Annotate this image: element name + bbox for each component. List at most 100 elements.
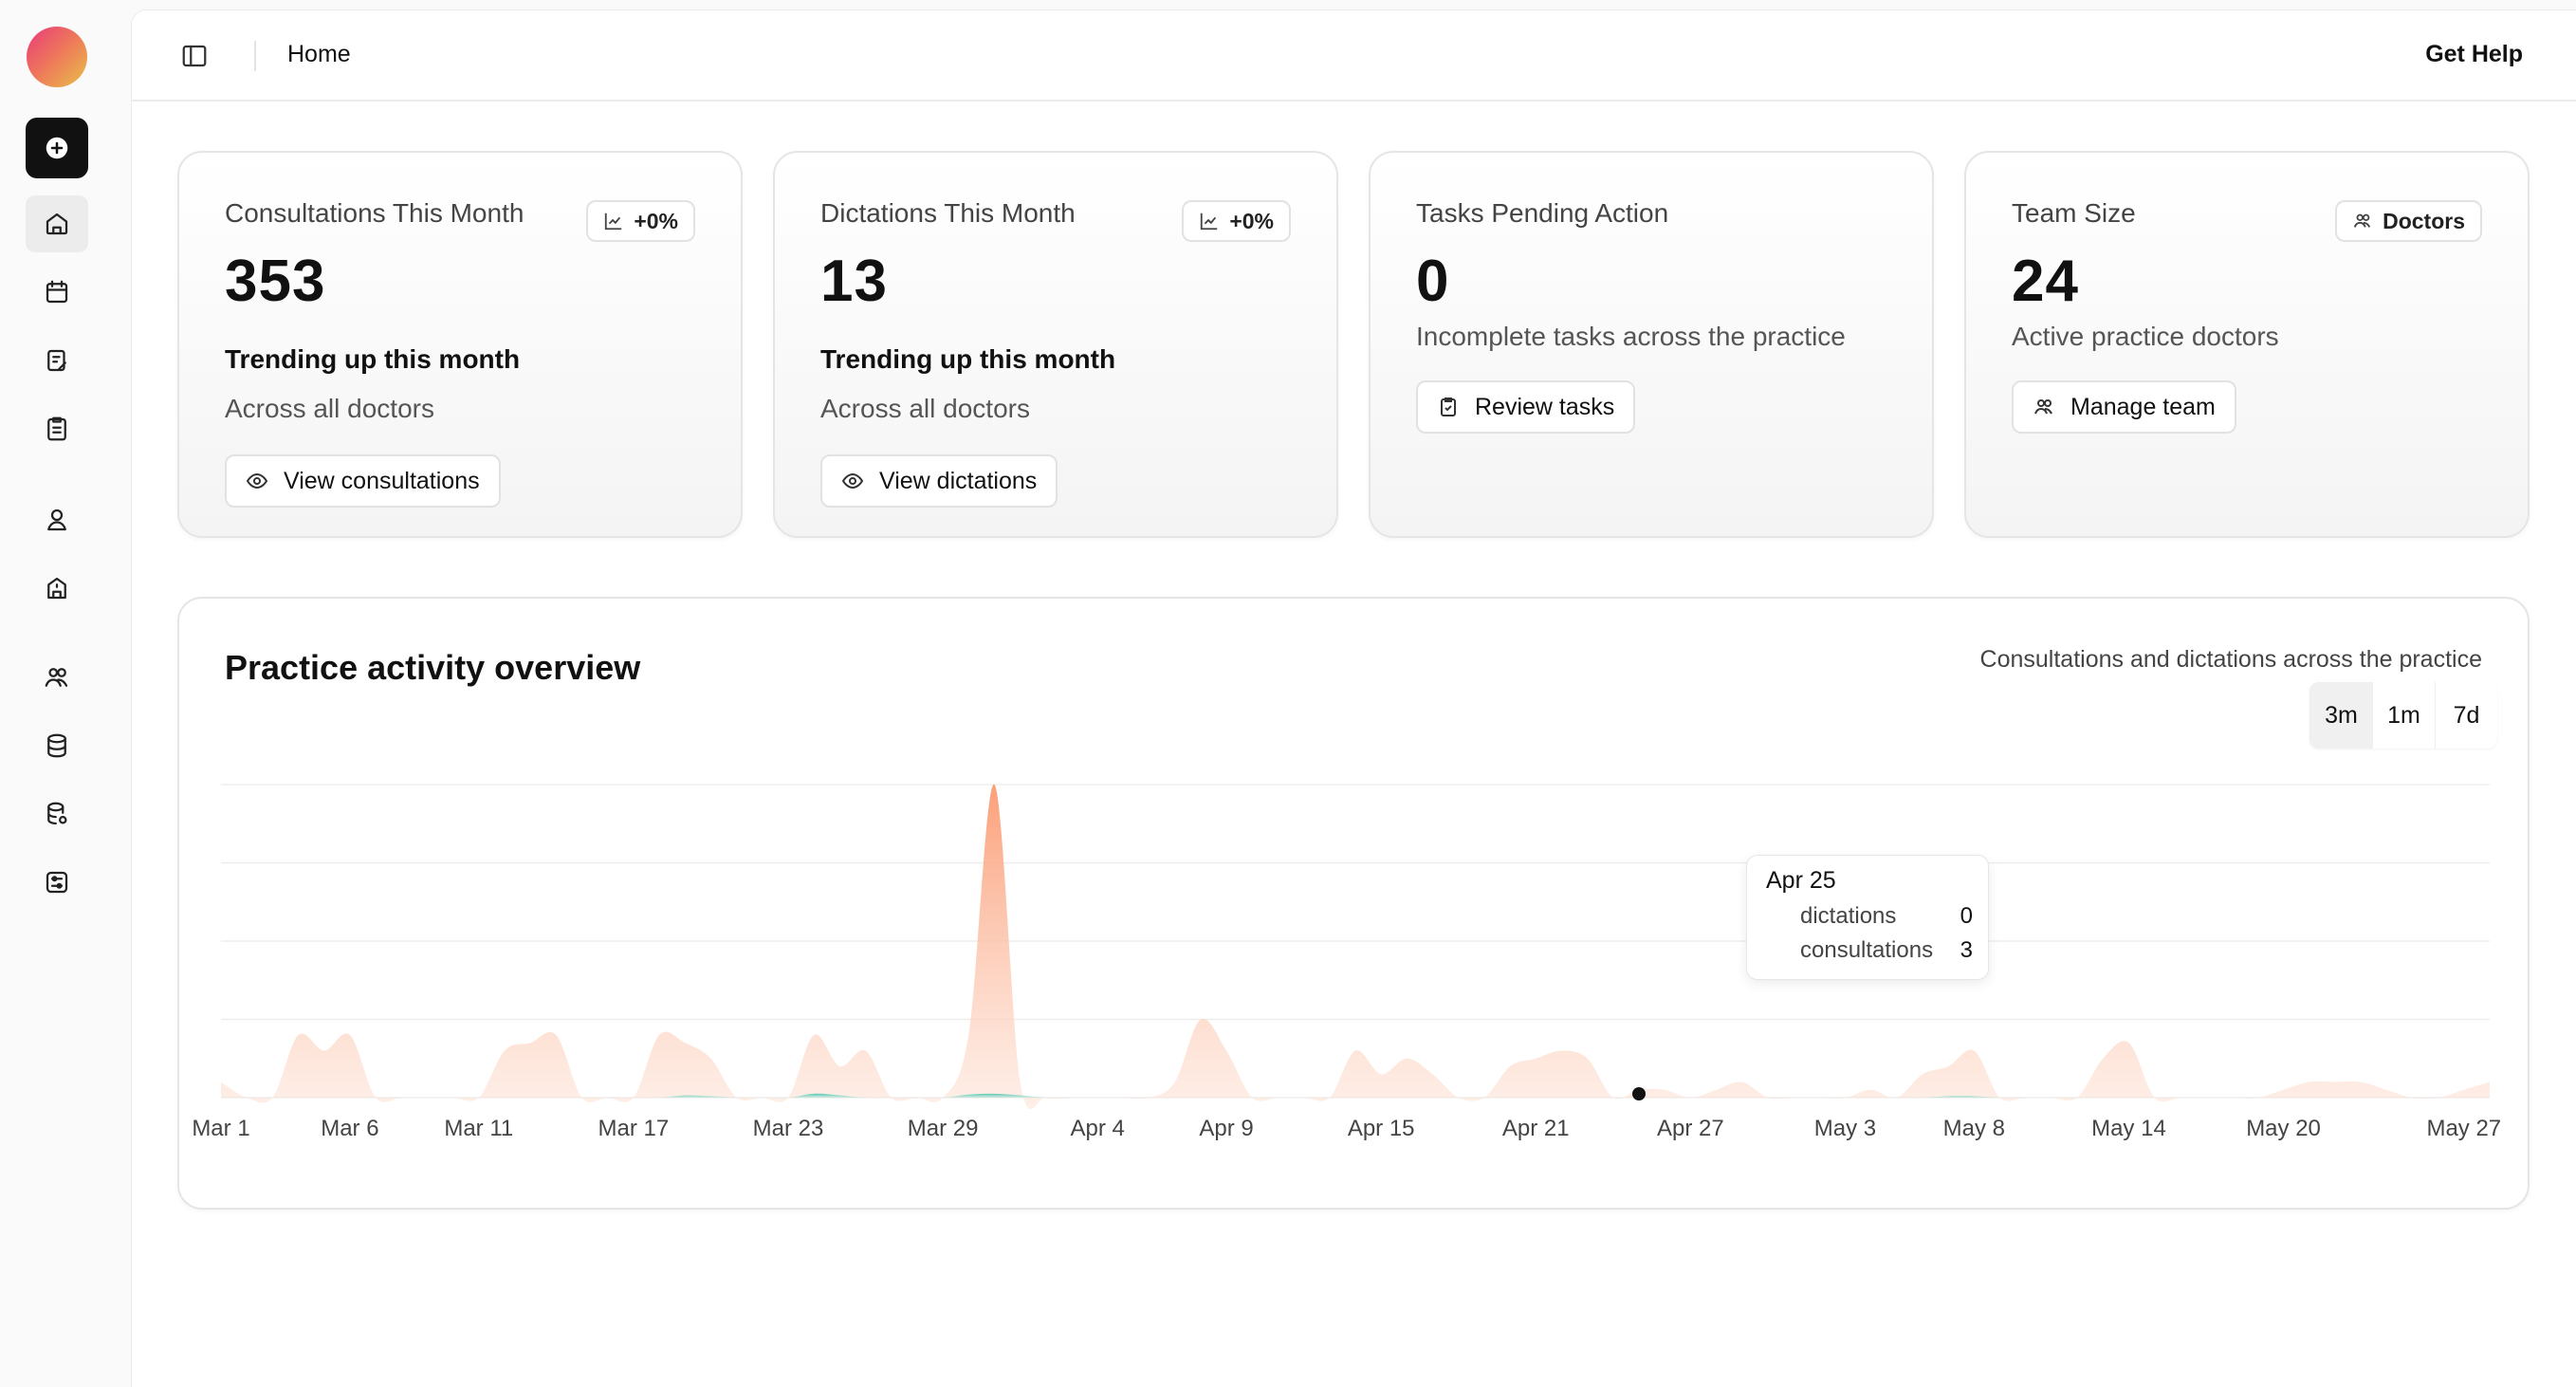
consultations-area [221,784,2490,1110]
card-subtitle: Active practice doctors [2012,322,2279,351]
card-trend: Trending up this month [820,344,1116,374]
x-tick-label: Mar 6 [321,1116,378,1141]
nav-calendar[interactable] [26,264,88,321]
x-tick-label: Apr 4 [1070,1116,1124,1141]
tooltip-label: dictations [1800,903,1897,929]
topbar: Home Get Help [132,10,2576,102]
users-icon [2353,213,2371,228]
tooltip-label: consultations [1800,937,1934,963]
clipboard-list-icon [47,416,66,441]
chart-tooltip: Apr 25 dictations 0 consultations 3 [1746,855,1989,980]
card-subtitle: Across all doctors [820,394,1030,423]
card-subtitle: Across all doctors [225,394,434,423]
hover-point [1632,1087,1646,1100]
nav-practice[interactable] [26,560,88,617]
card-title: Tasks Pending Action [1416,198,1669,228]
x-tick-label: Mar 23 [753,1116,824,1141]
nav-consultations[interactable] [26,332,88,389]
home-icon [46,213,68,235]
nav-tasks[interactable] [26,400,88,457]
card-value: 0 [1416,249,1450,314]
activity-chart-card: Mar 1 Mar 6 Mar 11 Mar 17 Mar 23 Mar 29 Apr 4 A… [177,597,2530,1210]
nav-integrations[interactable] [26,854,88,911]
user-icon [47,509,66,531]
view-dictations-button[interactable]: View dictations [820,454,1058,508]
consultations-card: Consultations This Month +0% 353 Trendin… [177,151,743,538]
card-value: 13 [820,249,888,314]
x-tick-label: May 27 [2426,1116,2501,1141]
users-icon [45,668,68,687]
breadcrumb: Home [287,41,351,67]
database-icon [47,733,66,758]
nav-data-settings[interactable] [26,786,88,842]
chart-trend-icon [605,213,622,231]
nav-patients[interactable] [26,491,88,548]
x-tick-label: Mar 1 [192,1116,249,1141]
range-7d-button[interactable]: 7d [2435,682,2497,749]
card-title: Dictations This Month [820,198,1076,228]
manage-team-button[interactable]: Manage team [2012,380,2236,434]
sidebar-toggle-button[interactable] [177,39,212,73]
team-card: Team Size Doctors 24 Active practice doc… [1964,151,2530,538]
eye-icon [841,472,864,490]
tooltip-date: Apr 25 [1766,867,1836,894]
x-tick-label: Apr 9 [1199,1116,1253,1141]
activity-chart: Mar 1 Mar 6 Mar 11 Mar 17 Mar 23 Mar 29 Apr 4 A… [192,784,2501,1141]
clipboard-check-icon [1441,398,1456,416]
x-tick-label: May 20 [2246,1116,2321,1141]
sidebar [0,0,131,1387]
trend-badge: +0% [1182,200,1291,242]
tooltip-row-consultations: consultations 3 [1800,937,1973,964]
main-panel: Home Get Help Consultations This Month +… [131,9,2576,1387]
x-tick-label: Mar 11 [444,1116,513,1141]
eye-icon [246,472,268,490]
dictations-card: Dictations This Month +0% 13 Trending up… [773,151,1338,538]
card-value: 24 [2012,249,2079,314]
range-3m-button[interactable]: 3m [2309,682,2372,749]
new-action-button[interactable] [26,118,88,178]
database-settings-icon [47,802,67,825]
x-tick-label: Mar 17 [598,1116,670,1141]
view-consultations-button[interactable]: View consultations [225,454,501,508]
button-label: View consultations [284,467,480,494]
range-1m-button[interactable]: 1m [2372,682,2435,749]
clipboard-edit-icon [47,349,66,372]
nav-team[interactable] [26,649,88,706]
x-tick-label: May 14 [2091,1116,2166,1141]
building-icon [47,577,66,600]
sidebar-toggle-icon [182,45,207,67]
button-label: Manage team [2070,393,2216,420]
x-tick-label: Apr 27 [1657,1116,1724,1141]
users-icon [2034,399,2052,415]
x-tick-label: Apr 21 [1502,1116,1570,1141]
x-tick-label: Mar 29 [908,1116,979,1141]
tooltip-value: 3 [1960,937,1973,963]
tooltip-value: 0 [1960,903,1973,929]
badge-label: +0% [634,208,678,233]
topbar-divider [254,41,256,71]
tasks-card: Tasks Pending Action 0 Incomplete tasks … [1369,151,1934,538]
card-title: Team Size [2012,198,2136,228]
calendar-icon [46,280,68,304]
sliders-icon [46,871,68,894]
button-label: View dictations [879,467,1038,494]
x-tick-label: Apr 15 [1348,1116,1415,1141]
card-subtitle: Incomplete tasks across the practice [1416,322,1846,351]
plus-circle-icon [46,137,68,159]
tooltip-row-dictations: dictations 0 [1800,903,1973,930]
nav-home[interactable] [26,195,88,252]
card-title: Consultations This Month [225,198,524,228]
badge-label: +0% [1229,208,1274,233]
chart-description: Consultations and dictations across the … [1979,646,2482,673]
review-tasks-button[interactable]: Review tasks [1416,380,1636,434]
nav-database[interactable] [26,717,88,774]
get-help-link[interactable]: Get Help [2425,41,2523,67]
trend-badge: +0% [586,200,695,242]
x-tick-label: May 8 [1943,1116,2005,1141]
button-label: Review tasks [1475,393,1615,420]
chart-title: Practice activity overview [225,648,641,687]
card-value: 353 [225,249,326,314]
avatar[interactable] [27,27,87,87]
range-selector: 3m 1m 7d [2309,682,2497,749]
x-tick-label: May 3 [1814,1116,1876,1141]
